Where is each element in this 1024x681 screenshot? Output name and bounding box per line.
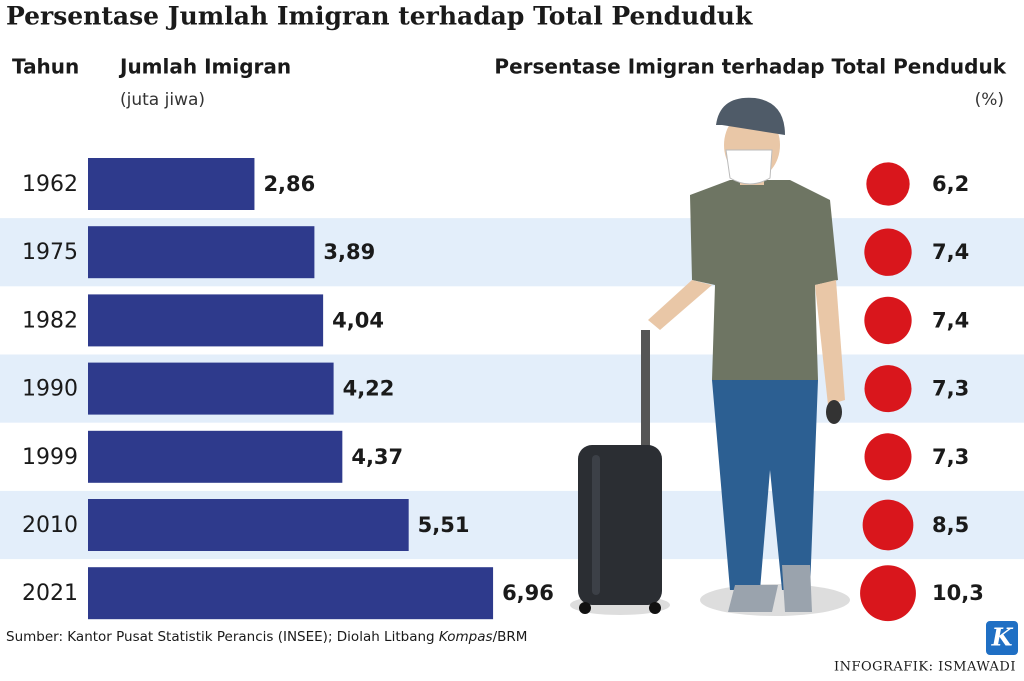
- bubble: [864, 365, 912, 413]
- wheel: [579, 602, 591, 614]
- source-text: Kompas: [439, 629, 493, 645]
- bar: [88, 499, 409, 551]
- value-label: 7,3: [932, 377, 969, 401]
- column-unit: (%): [975, 90, 1004, 110]
- category-label: 1962: [22, 172, 78, 197]
- value-label: 4,22: [343, 377, 395, 401]
- shoe: [728, 585, 778, 612]
- bubble: [860, 565, 916, 622]
- source-text: Sumber: Kantor Pusat Statistik Perancis …: [6, 629, 439, 645]
- chart: 1962 2,86 6,2 1975 3,89 7,4 1982 4,04 7,4 1990 4,2…: [22, 158, 984, 622]
- arm: [815, 280, 845, 405]
- bar: [88, 567, 494, 620]
- column-header: Persentase Imigran terhadap Total Pendud…: [494, 55, 1006, 79]
- category-header: Tahun: [12, 55, 79, 79]
- value-label: 10,3: [932, 581, 984, 605]
- bubble: [866, 162, 910, 206]
- bar: [88, 226, 315, 279]
- bar: [88, 294, 324, 347]
- source-text: /BRM: [493, 629, 528, 645]
- suitcase-handle: [641, 330, 650, 450]
- category-label: 2021: [22, 581, 78, 606]
- value-label: 4,04: [332, 308, 384, 332]
- value-label: 5,51: [418, 513, 470, 537]
- phone: [826, 400, 842, 424]
- shirt: [690, 180, 838, 380]
- wheel: [649, 602, 661, 614]
- logo: K: [991, 623, 1014, 652]
- illustration: [570, 97, 850, 616]
- column-header: Jumlah Imigran: [118, 55, 291, 79]
- source: Sumber: Kantor Pusat Statistik Perancis …: [6, 629, 527, 645]
- bar: [88, 158, 255, 210]
- bubble: [862, 499, 914, 551]
- value-label: 8,5: [932, 513, 969, 537]
- category-label: 1999: [22, 445, 78, 470]
- shoe: [782, 565, 812, 612]
- bar: [88, 430, 343, 483]
- value-label: 2,86: [263, 172, 315, 196]
- mask: [725, 149, 773, 185]
- value-label: 7,3: [932, 445, 969, 469]
- credit: INFOGRAFIK: ISMAWADI: [834, 660, 1016, 675]
- bubble: [864, 296, 912, 345]
- bubble: [864, 228, 912, 276]
- value-label: 6,96: [502, 581, 554, 605]
- category-label: 1982: [22, 308, 78, 333]
- category-label: 1990: [22, 377, 78, 402]
- jeans: [712, 380, 818, 590]
- cap: [716, 97, 785, 135]
- value-label: 6,2: [932, 172, 969, 196]
- arm: [648, 280, 712, 330]
- bubble: [864, 433, 912, 481]
- category-label: 1975: [22, 240, 78, 265]
- chart-title: Persentase Jumlah Imigran terhadap Total…: [6, 2, 753, 31]
- value-label: 4,37: [351, 445, 403, 469]
- value-label: 3,89: [323, 240, 375, 264]
- logo-box: [986, 621, 1018, 655]
- category-label: 2010: [22, 513, 78, 538]
- value-label: 7,4: [932, 308, 969, 332]
- suitcase: [578, 445, 662, 605]
- bar: [88, 362, 334, 415]
- suitcase-rib: [592, 455, 600, 595]
- value-label: 7,4: [932, 240, 969, 264]
- column-unit: (juta jiwa): [120, 90, 205, 110]
